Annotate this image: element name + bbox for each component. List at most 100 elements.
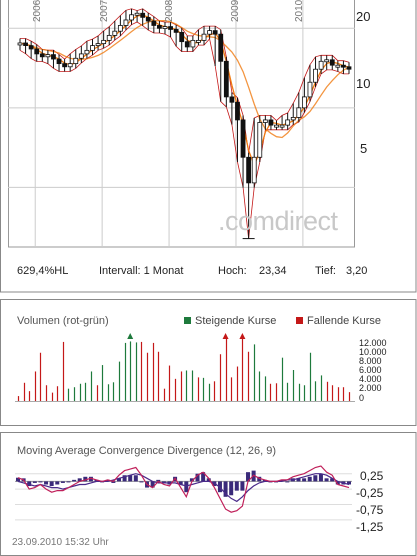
macd-histogram-bar	[77, 478, 82, 482]
macd-panel-frame	[0, 432, 417, 556]
price-candle-body	[123, 19, 129, 26]
macd-tick-neg0.75: -0,75	[356, 503, 384, 517]
price-candle-body	[196, 39, 201, 43]
price-candle-body	[45, 54, 51, 58]
macd-histogram-bar	[234, 481, 239, 491]
macd-histogram-bar	[55, 481, 60, 485]
price-candle-body	[190, 39, 196, 48]
volume-tick-10000: 10.000	[359, 347, 387, 357]
price-candle-body	[313, 68, 318, 83]
price-candles	[17, 8, 352, 239]
price-candle-body	[262, 119, 268, 123]
macd-line	[17, 465, 350, 513]
price-candle-body	[95, 43, 101, 47]
interval-value: Intervall: 1 Monat	[99, 265, 184, 277]
macd-histogram-bar	[184, 481, 189, 493]
macd-histogram-bar	[318, 473, 323, 482]
price-y-tick-20: 20	[356, 9, 371, 24]
price-candle-body	[23, 42, 28, 46]
price-candle-body	[179, 31, 185, 43]
performance-value: 629,4%HL	[17, 265, 69, 277]
macd-histogram-bar	[189, 478, 194, 482]
macd-histogram-bar	[66, 481, 71, 483]
price-candle-body	[257, 122, 263, 158]
price-candle-body	[296, 107, 302, 118]
macd-histogram-bar	[313, 475, 318, 482]
macd-histogram-bar	[307, 476, 312, 482]
macd-histogram-bar	[111, 481, 116, 483]
price-candle-body	[335, 64, 341, 68]
legend-rising: Steigende Kurse	[184, 315, 276, 327]
price-candle-body	[279, 124, 285, 128]
macd-histogram-bar	[44, 481, 49, 485]
macd-histogram-bar	[150, 481, 155, 488]
macd-histogram-bar	[206, 478, 211, 482]
price-candle-body	[78, 53, 84, 59]
macd-histogram-bar	[195, 473, 200, 482]
price-candle-body	[117, 25, 123, 32]
price-candle-body	[324, 59, 330, 63]
price-candle-body	[201, 33, 207, 41]
macd-histogram-bar	[302, 478, 307, 482]
macd-tick-0.25: 0,25	[360, 469, 384, 483]
volume-tick-4000: 4.000	[359, 374, 382, 384]
macd-histogram-bar	[161, 481, 166, 483]
price-candle-body	[39, 53, 45, 58]
price-candle-body	[218, 33, 224, 62]
price-candle-body	[212, 30, 218, 35]
volume-tick-12000: 12.000	[359, 338, 387, 348]
price-candle-body	[173, 29, 179, 33]
year-label-2006: 2006	[32, 0, 43, 22]
price-candle-body	[207, 30, 212, 35]
macd-signal-line	[17, 473, 350, 503]
volume-title: Volumen (rot-grün)	[17, 315, 109, 327]
macd-histogram-bar	[330, 478, 335, 482]
macd-histogram-bar	[128, 475, 133, 482]
price-candle-body	[62, 63, 68, 68]
macd-tick-neg1.25: -1,25	[356, 520, 384, 534]
macd-title: Moving Average Convergence Divergence (1…	[17, 445, 277, 457]
macd-histogram-bar	[257, 476, 262, 482]
volume-tick-2000: 2.000	[359, 383, 382, 393]
price-y-tick-5: 5	[360, 141, 368, 156]
macd-histogram-bar	[324, 478, 329, 482]
price-candle-body	[134, 12, 140, 16]
price-candle-body	[235, 101, 240, 121]
macd-histogram-bar	[212, 481, 217, 487]
macd-histogram-bar	[279, 479, 284, 482]
volume-bars	[17, 336, 351, 401]
volume-clip-arrow	[127, 333, 134, 339]
price-candle-body	[307, 81, 313, 98]
price-candle-body	[34, 48, 40, 55]
macd-histogram-bar	[335, 481, 340, 485]
price-panel-frame	[0, 0, 417, 293]
year-label-2010: 2010	[294, 0, 305, 22]
year-label-2009: 2009	[230, 0, 241, 22]
price-high-envelope	[20, 8, 350, 153]
macd-histogram-bar	[246, 472, 251, 482]
price-candle-body	[73, 57, 79, 65]
macd-histogram-bar	[16, 477, 20, 482]
price-candle-body	[112, 30, 118, 36]
volume-panel-frame	[0, 299, 417, 426]
macd-histogram-bar	[223, 481, 228, 497]
macd-histogram-bar	[105, 479, 110, 482]
price-candle-body	[51, 54, 56, 60]
timestamp: 23.09.2010 15:32 Uhr	[12, 537, 109, 548]
volume-tick-6000: 6.000	[359, 365, 382, 375]
price-candle-body	[240, 119, 246, 158]
comdirect-watermark: .comdirect	[218, 206, 338, 236]
low-label: Tief:	[315, 265, 336, 277]
legend-falling-swatch	[296, 317, 303, 324]
volume-clip-arrow	[239, 333, 246, 339]
price-candle-body	[106, 34, 112, 41]
price-candle-body	[140, 12, 146, 18]
volume-tick-0: 0	[359, 393, 365, 403]
macd-tick-neg0.25: -0,25	[356, 486, 384, 500]
price-candle-body	[268, 119, 274, 126]
year-label-2008: 2008	[164, 0, 175, 22]
macd-histogram-bar	[116, 478, 121, 482]
price-candle-body	[56, 58, 62, 65]
price-candle-body	[251, 156, 257, 184]
macd-histogram-bar	[49, 481, 54, 487]
